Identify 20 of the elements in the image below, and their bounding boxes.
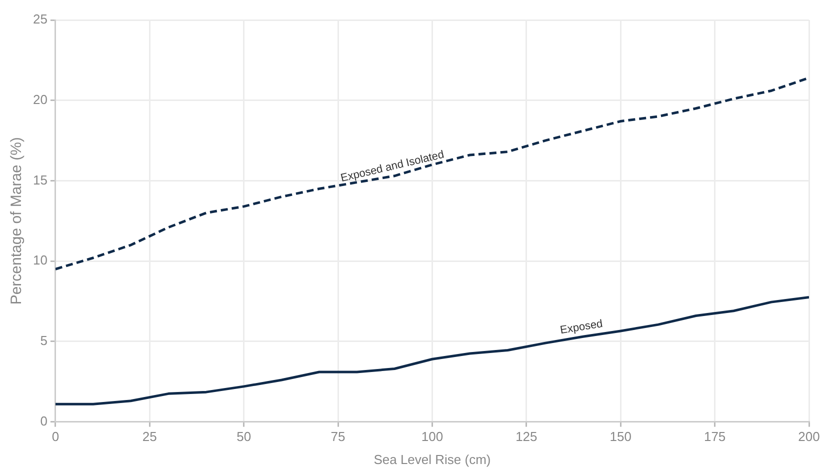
x-tick-label: 175 <box>704 429 726 444</box>
text: Exposed and Isolated <box>340 148 446 185</box>
x-tick-label: 50 <box>236 429 252 444</box>
x-tick-label: 125 <box>516 429 538 444</box>
y-tick-label: 0 <box>40 413 48 428</box>
x-tick-label: 200 <box>798 429 820 444</box>
line-series <box>55 76 809 270</box>
x-tick-label: 0 <box>52 429 60 444</box>
y-tick-label: 15 <box>32 172 48 188</box>
y-tick-label: 10 <box>32 252 48 268</box>
y-axis-title: Percentage of Marae (%) <box>8 137 26 305</box>
x-tick-label: 75 <box>330 429 346 444</box>
x-tick-label: 150 <box>610 429 632 444</box>
text: Exposed <box>559 318 604 337</box>
y-tick-label: 25 <box>32 12 48 27</box>
y-tick-label: 5 <box>40 333 48 348</box>
y-tick-label: 20 <box>32 92 48 107</box>
x-tick-label: 25 <box>142 429 157 444</box>
x-tick-label: 100 <box>421 429 444 444</box>
x-axis-title: Sea Level Rise (cm) <box>374 452 491 467</box>
